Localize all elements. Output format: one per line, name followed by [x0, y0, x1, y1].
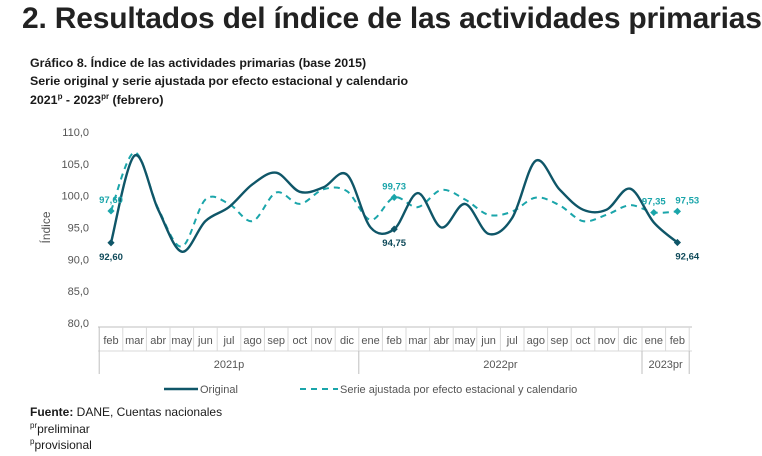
- chart-title-line2: Serie original y serie ajustada por efec…: [30, 74, 409, 88]
- year-group-label: 2023pr: [648, 359, 683, 371]
- data-label: 97,35: [642, 197, 666, 208]
- y-tick-label: 100,0: [61, 191, 89, 203]
- source-note: Fuente: DANE, Cuentas nacionales: [30, 405, 223, 419]
- original-marker: [107, 239, 115, 247]
- year-group-label: 2021p: [214, 359, 245, 371]
- legend-adjusted-label: Serie ajustada por efecto estacional y c…: [340, 384, 577, 396]
- data-label: 92,60: [99, 252, 123, 263]
- data-label: 92,64: [675, 252, 699, 263]
- legend-original-label: Original: [200, 384, 238, 396]
- y-tick-label: 95,0: [68, 223, 89, 235]
- year-group-label: 2022pr: [483, 359, 518, 371]
- x-tick-label: mar: [408, 335, 427, 347]
- x-tick-label: jul: [222, 335, 234, 347]
- footnote-provisional: pprovisional: [30, 437, 92, 452]
- x-tick-label: abr: [150, 335, 166, 347]
- original-marker: [673, 238, 681, 247]
- adjusted-marker: [673, 207, 681, 215]
- data-label: 94,75: [382, 238, 406, 249]
- series-adjusted-line: [110, 151, 678, 248]
- y-tick-label: 90,0: [68, 254, 89, 266]
- section-title: 2. Resultados del índice de las activida…: [22, 2, 762, 35]
- y-tick-label: 105,0: [61, 159, 89, 171]
- data-label: 99,73: [382, 181, 406, 192]
- adjusted-marker: [107, 207, 115, 215]
- x-tick-label: mar: [125, 335, 144, 347]
- section-heading: 2. Resultados del índice de las activida…: [22, 0, 762, 36]
- x-tick-label: oct: [576, 335, 591, 347]
- x-tick-label: ene: [361, 335, 379, 347]
- x-tick-label: feb: [670, 335, 685, 347]
- adjusted-marker: [650, 208, 658, 217]
- x-tick-label: dic: [623, 335, 638, 347]
- y-tick-label: 110,0: [62, 127, 89, 139]
- x-tick-label: may: [455, 335, 476, 347]
- x-tick-label: sep: [551, 335, 569, 347]
- x-tick-label: jun: [197, 335, 213, 347]
- x-tick-label: sep: [267, 335, 285, 347]
- x-tick-label: dic: [340, 335, 355, 347]
- x-tick-label: nov: [598, 335, 616, 347]
- x-tick-label: jul: [506, 335, 518, 347]
- x-tick-label: ene: [645, 335, 663, 347]
- x-tick-label: nov: [315, 335, 333, 347]
- data-label: 97,53: [675, 195, 699, 206]
- line-chart: 110,0 105,0 100,0 95,0 90,0 85,0 80,0 Índice feb…: [38, 127, 700, 396]
- data-label: 97,60: [99, 195, 123, 206]
- x-tick-label: feb: [103, 335, 118, 347]
- y-axis-label: Índice: [38, 211, 53, 243]
- chart-title-line1: Gráfico 8. Índice de las actividades pri…: [30, 56, 367, 70]
- x-tick-label: jun: [480, 335, 496, 347]
- y-tick-label: 80,0: [68, 318, 89, 330]
- y-tick-label: 85,0: [68, 286, 89, 298]
- x-tick-label: oct: [292, 335, 307, 347]
- x-tick-label: abr: [433, 335, 449, 347]
- original-marker: [390, 225, 398, 233]
- footnote-preliminar: prpreliminar: [30, 421, 90, 436]
- x-tick-label: may: [171, 335, 192, 347]
- x-tick-label: feb: [387, 335, 402, 347]
- chart-title-period: 2021p - 2023pr (febrero): [30, 92, 164, 108]
- x-tick-label: ago: [243, 335, 261, 347]
- x-tick-label: ago: [527, 335, 545, 347]
- adjusted-marker: [390, 193, 398, 201]
